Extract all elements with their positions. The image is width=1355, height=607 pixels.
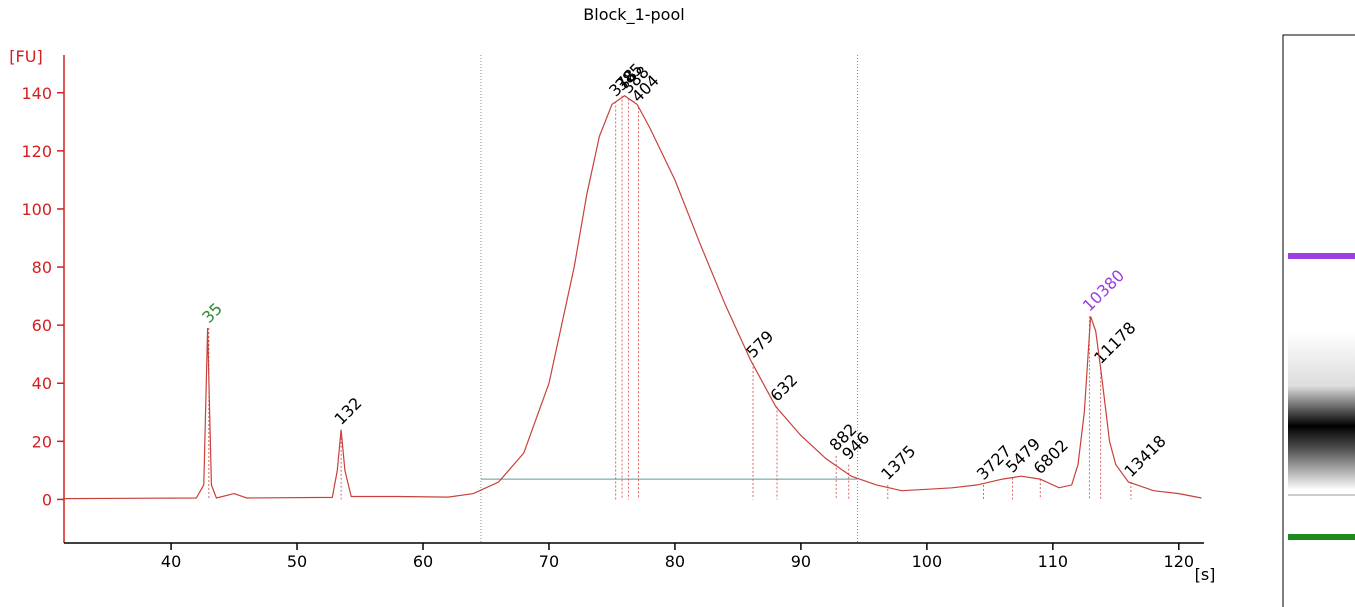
trace [63, 94, 1202, 500]
peak-label: 13418 [1120, 431, 1169, 480]
x-tick-label: 110 [1038, 552, 1069, 571]
gel-lower-marker [1288, 534, 1355, 540]
peak-label: 1375 [877, 442, 919, 484]
gel-upper-marker [1288, 253, 1355, 259]
x-tick-label: 100 [912, 552, 943, 571]
gel-smear [1288, 330, 1355, 490]
chart-title: Block_1-pool [583, 5, 684, 25]
gel-frame [1282, 34, 1355, 607]
y-tick-label: 80 [32, 258, 52, 277]
x-tick-label: 80 [665, 552, 685, 571]
x-axis-label: [s] [1195, 565, 1216, 584]
x-tick-label: 60 [413, 552, 433, 571]
y-tick-label: 120 [21, 142, 52, 161]
y-tick-label: 140 [21, 84, 52, 103]
peak-label: 35 [198, 299, 226, 327]
y-axis-label: [FU] [9, 47, 42, 66]
x-tick-label: 50 [287, 552, 307, 571]
y-tick-label: 40 [32, 374, 52, 393]
peak-label: 579 [742, 327, 777, 362]
gel-lane [1282, 34, 1355, 607]
x-tick-label: 120 [1164, 552, 1195, 571]
y-tick-label: 0 [42, 490, 52, 509]
x-tick-label: 90 [791, 552, 811, 571]
gel-faint-band [1288, 494, 1355, 496]
peak-label: 10380 [1079, 266, 1128, 315]
x-tick-label: 70 [539, 552, 559, 571]
y-tick-label: 100 [21, 200, 52, 219]
x-tick-label: 40 [161, 552, 181, 571]
y-tick-label: 20 [32, 432, 52, 451]
peak-label: 132 [331, 394, 366, 429]
y-tick-label: 60 [32, 316, 52, 335]
